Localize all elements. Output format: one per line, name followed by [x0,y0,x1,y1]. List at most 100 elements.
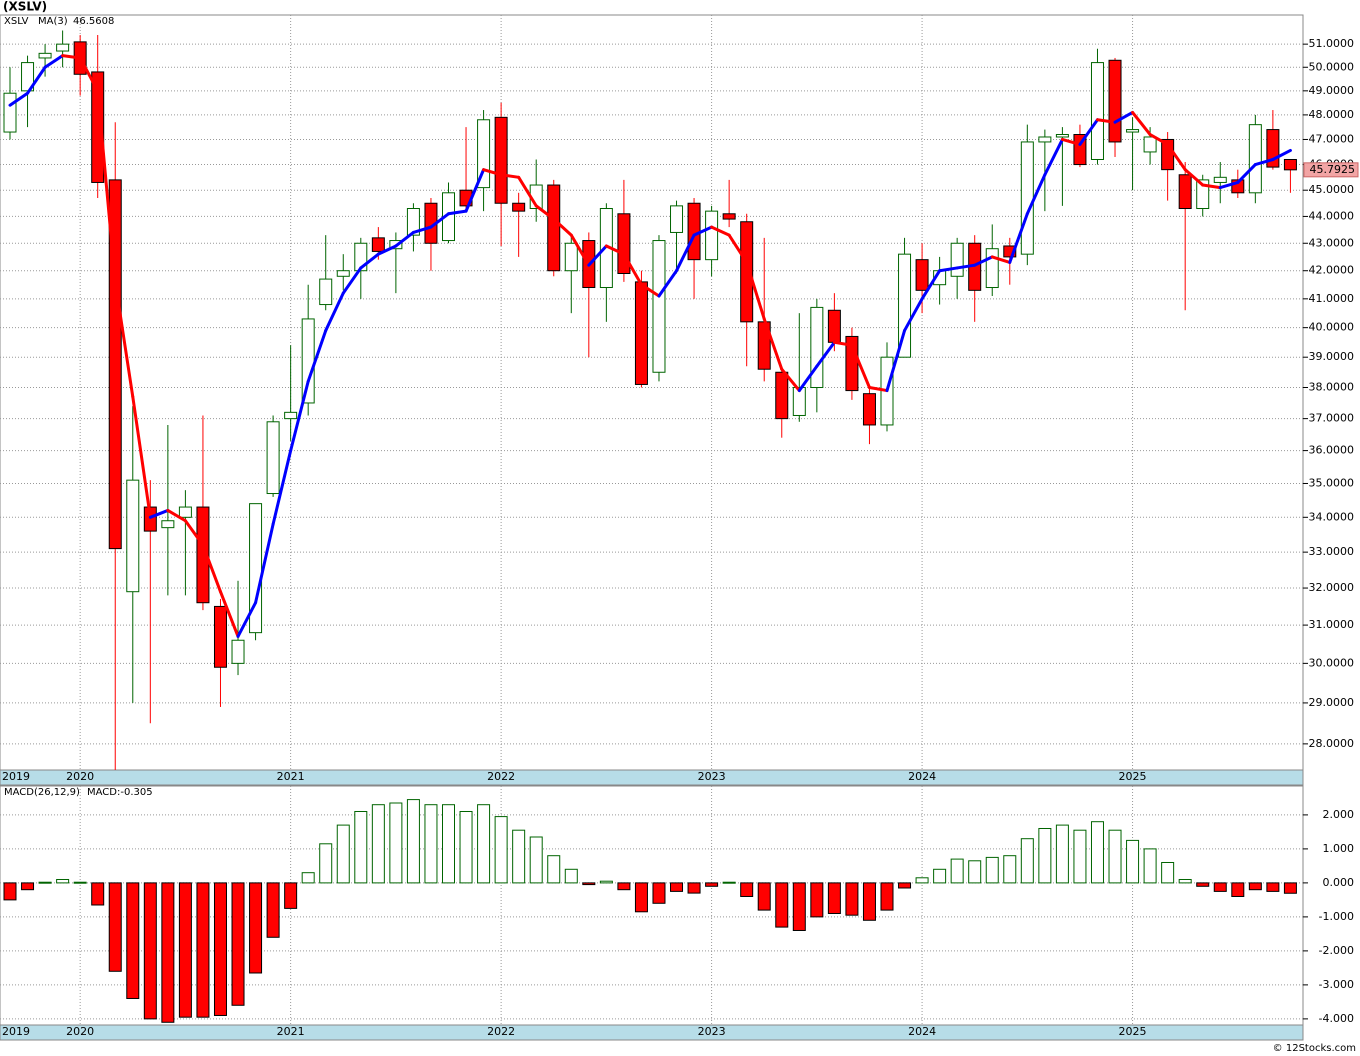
macd-bar [91,882,105,906]
macd-bar [1108,829,1122,884]
macd-bar [284,882,298,909]
candle-body [722,213,736,220]
ma-segment [1113,110,1135,124]
macd-bar [442,804,455,884]
candle-body [634,281,648,385]
ma-segment [745,260,766,321]
candle-body [1055,134,1069,138]
candle-body [3,92,17,133]
candle-body [775,371,789,420]
macd-bar [1126,839,1140,884]
macd-bar [1178,878,1192,884]
candle-body [705,210,719,261]
macd-bar [178,882,192,1018]
candle-body [494,116,508,204]
candle-body [371,237,385,252]
candle-body [810,306,824,389]
macd-bar [1020,838,1034,884]
ma-segment [587,244,608,267]
macd-bar [1196,882,1210,887]
ma-segment [955,263,977,270]
price-panel [0,14,1304,771]
candle-body [319,278,333,306]
y-tick-label: 33.0000 [1309,545,1355,558]
ma-segment [727,233,749,264]
ma-segment [1148,133,1170,146]
ma-segment [1166,142,1187,172]
x-tick-label: 2025 [1119,1025,1147,1038]
footer: © 12Stocks.com [1273,1043,1356,1054]
y-tick-label: 42.0000 [1309,264,1355,277]
macd-bar [38,881,52,884]
candle-body [91,71,105,183]
ma-segment [990,255,1012,264]
y-tick-label: -2.000 [1319,944,1354,957]
y-tick-label: 47.0000 [1309,132,1355,145]
macd-bar [1073,829,1087,884]
candle-body [652,240,666,373]
ma-segment [148,508,170,519]
candle-body [1090,62,1104,160]
ma-segment [622,252,643,287]
macd-bar [494,816,508,884]
y-tick-label: 43.0000 [1309,236,1355,249]
macd-bar [599,880,613,884]
candle-body [213,605,227,668]
ma-segment [1078,118,1099,146]
candle-body [670,205,684,233]
ma-segment [604,244,626,256]
macd-bar [512,829,526,884]
macd-bar [3,882,17,901]
macd-bar [336,824,350,884]
macd-bar [792,882,806,931]
legend-ticker: XSLV [4,16,29,27]
x-tick-label: 2021 [277,770,305,783]
legend-ma-value: 46.5608 [73,16,114,27]
date-strip [0,1024,1304,1041]
ma-segment [867,386,889,393]
ma-segment [254,522,275,605]
macd-bar [670,882,684,892]
ma-segment [675,233,696,273]
candle-body [56,43,70,52]
x-tick-label: 2023 [698,1025,726,1038]
macd-bar [827,882,841,914]
y-tick-label: 36.0000 [1309,444,1355,457]
candle-body [898,253,912,358]
macd-bar [231,882,245,1006]
candle-body [1248,124,1262,194]
ma-segment [1271,148,1292,161]
candle-body [178,506,192,518]
ma-segment [534,204,556,221]
macd-bar [213,882,227,1016]
macd-panel [0,785,1304,1026]
macd-bar [143,882,157,1020]
ma-segment [78,56,100,93]
macd-bar [845,882,859,916]
macd-bar [1038,827,1052,884]
candle-body [1213,176,1227,183]
candle-body [617,213,631,274]
ma-segment [657,269,679,298]
ma-segment [692,225,714,237]
candle-body [827,309,841,343]
x-tick-label: 2023 [698,770,726,783]
macd-bar [582,882,596,886]
ma-segment [201,543,222,594]
y-tick-label: 39.0000 [1309,350,1355,363]
macd-plot [0,786,1303,1025]
x-tick-label: 2025 [1119,770,1147,783]
ma-segment [1201,183,1222,190]
legend-ma: MA(3) [38,16,68,27]
x-tick-label: 2021 [277,1025,305,1038]
macd-bar [1266,882,1280,892]
ma-segment [1095,118,1117,124]
macd-bar [249,882,263,974]
candle-body [249,503,263,634]
ma-segment [762,317,784,371]
macd-bar [108,882,122,972]
ma-segment [639,283,661,298]
candle-body [564,242,578,272]
ma-segment [850,343,871,390]
macd-bar [1248,882,1262,891]
